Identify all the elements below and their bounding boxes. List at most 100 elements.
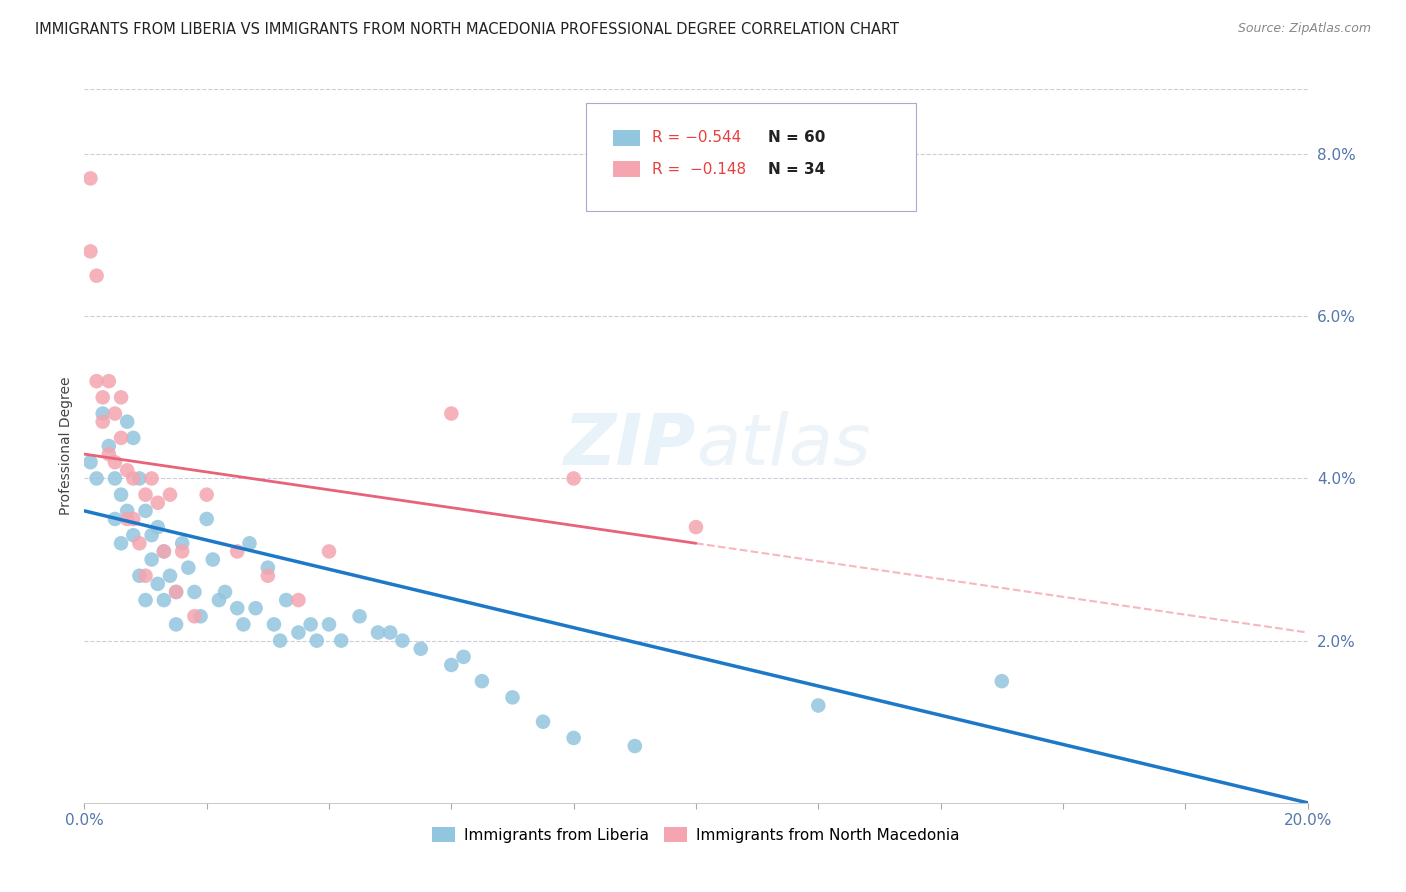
- FancyBboxPatch shape: [586, 103, 917, 211]
- Point: [110, 488, 132, 502]
- Point: [97, 374, 120, 388]
- Point: [257, 568, 280, 582]
- Bar: [613, 130, 640, 145]
- Point: [122, 471, 145, 485]
- Point: [159, 568, 181, 582]
- Point: [115, 463, 138, 477]
- Point: [91, 415, 114, 429]
- Point: [245, 601, 267, 615]
- Point: [86, 268, 108, 283]
- Point: [122, 512, 145, 526]
- Point: [305, 633, 328, 648]
- Point: [115, 504, 138, 518]
- Point: [146, 520, 169, 534]
- Text: R =  −0.148: R = −0.148: [652, 161, 747, 177]
- Text: N = 60: N = 60: [768, 130, 825, 145]
- Point: [104, 407, 127, 421]
- Point: [153, 593, 176, 607]
- Point: [165, 617, 187, 632]
- Text: atlas: atlas: [696, 411, 870, 481]
- Point: [128, 568, 150, 582]
- Point: [299, 617, 322, 632]
- Point: [104, 455, 127, 469]
- Point: [624, 739, 647, 753]
- Point: [238, 536, 260, 550]
- Point: [122, 431, 145, 445]
- Point: [807, 698, 830, 713]
- Point: [562, 471, 585, 485]
- Point: [440, 657, 463, 672]
- Point: [104, 471, 127, 485]
- Point: [318, 617, 340, 632]
- Point: [141, 552, 163, 566]
- Point: [183, 585, 205, 599]
- Point: [79, 171, 101, 186]
- Point: [391, 633, 413, 648]
- Point: [471, 674, 494, 689]
- Point: [195, 512, 218, 526]
- Point: [367, 625, 389, 640]
- Point: [86, 374, 108, 388]
- Point: [440, 407, 463, 421]
- Text: R = −0.544: R = −0.544: [652, 130, 741, 145]
- Point: [141, 528, 163, 542]
- Point: [110, 390, 132, 404]
- Point: [269, 633, 291, 648]
- Point: [276, 593, 298, 607]
- Point: [165, 585, 187, 599]
- Point: [409, 641, 432, 656]
- Point: [135, 504, 157, 518]
- Point: [91, 390, 114, 404]
- Point: [165, 585, 187, 599]
- Point: [135, 568, 157, 582]
- Point: [122, 528, 145, 542]
- Point: [214, 585, 236, 599]
- Point: [110, 431, 132, 445]
- Y-axis label: Professional Degree: Professional Degree: [59, 376, 73, 516]
- Point: [263, 617, 285, 632]
- Point: [79, 455, 101, 469]
- Point: [318, 544, 340, 558]
- Point: [172, 536, 194, 550]
- Point: [190, 609, 212, 624]
- Point: [97, 447, 120, 461]
- Point: [257, 560, 280, 574]
- Point: [991, 674, 1014, 689]
- Point: [153, 544, 176, 558]
- Point: [226, 601, 249, 615]
- Point: [128, 471, 150, 485]
- Point: [502, 690, 524, 705]
- Point: [562, 731, 585, 745]
- Point: [115, 512, 138, 526]
- Text: Source: ZipAtlas.com: Source: ZipAtlas.com: [1237, 22, 1371, 36]
- Point: [226, 544, 249, 558]
- Point: [287, 625, 309, 640]
- Point: [172, 544, 194, 558]
- Point: [104, 512, 127, 526]
- Point: [79, 244, 101, 259]
- Point: [349, 609, 371, 624]
- Point: [287, 593, 309, 607]
- Point: [330, 633, 353, 648]
- Point: [208, 593, 231, 607]
- Point: [201, 552, 224, 566]
- Point: [110, 536, 132, 550]
- Point: [453, 649, 475, 664]
- Point: [177, 560, 200, 574]
- Point: [128, 536, 150, 550]
- Point: [141, 471, 163, 485]
- Point: [195, 488, 218, 502]
- Point: [146, 496, 169, 510]
- Point: [91, 407, 114, 421]
- Point: [135, 593, 157, 607]
- Point: [153, 544, 176, 558]
- Text: IMMIGRANTS FROM LIBERIA VS IMMIGRANTS FROM NORTH MACEDONIA PROFESSIONAL DEGREE C: IMMIGRANTS FROM LIBERIA VS IMMIGRANTS FR…: [35, 22, 900, 37]
- Point: [531, 714, 554, 729]
- Text: N = 34: N = 34: [768, 161, 825, 177]
- Point: [183, 609, 205, 624]
- Point: [146, 577, 169, 591]
- Legend: Immigrants from Liberia, Immigrants from North Macedonia: Immigrants from Liberia, Immigrants from…: [426, 821, 966, 848]
- Point: [115, 415, 138, 429]
- Point: [86, 471, 108, 485]
- Point: [380, 625, 402, 640]
